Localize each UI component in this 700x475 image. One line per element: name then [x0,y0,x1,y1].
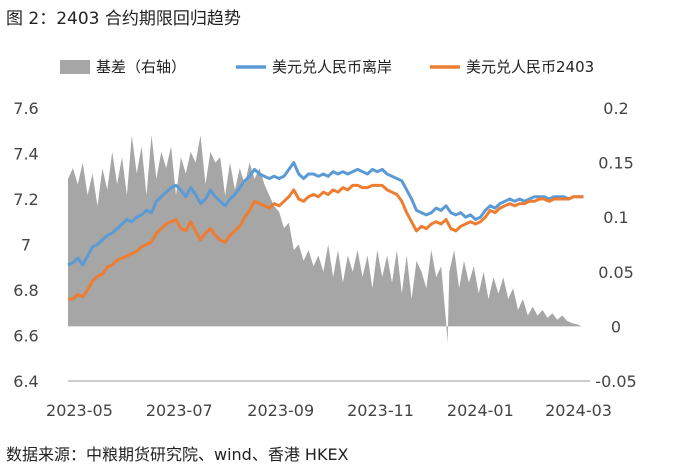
figure-title: 图 2：2403 合约期限回归趋势 [6,9,241,29]
y-right-tick-label: 0.15 [598,154,634,173]
y-left-tick-label: 7.2 [13,190,38,209]
legend-label: 美元兑人民币离岸 [272,58,392,76]
series-area-0 [68,135,582,343]
x-tick-label: 2023-07 [146,401,213,420]
series-line-2 [68,183,584,301]
y-right-tick-label: -0.05 [595,372,636,391]
y-left-tick-label: 7 [21,236,31,255]
y-right-tick-label: 0.2 [603,99,628,118]
y-right-tick-label: 0.05 [598,263,634,282]
y-left-tick-label: 6.4 [13,372,38,391]
y-left-tick-label: 6.6 [13,327,38,346]
x-tick-label: 2023-11 [347,401,414,420]
y-left-tick-label: 6.8 [13,281,38,300]
series-line-1 [67,161,584,267]
y-left-tick-label: 7.4 [13,145,38,164]
x-tick-label: 2023-09 [247,401,314,420]
x-tick-label: 2024-03 [545,401,612,420]
legend-swatch-basis [60,60,90,74]
y-left-tick-label: 7.6 [13,99,38,118]
legend-label: 美元兑人民币2403 [466,58,594,76]
y-right-tick-label: 0 [611,317,621,336]
y-right-tick-label: 0.1 [603,208,628,227]
x-tick-label: 2024-01 [447,401,514,420]
x-tick-label: 2023-05 [46,401,113,420]
figure-source: 数据来源：中粮期货研究院、wind、香港 HKEX [6,445,349,464]
legend-label: 基差（右轴） [96,58,186,76]
